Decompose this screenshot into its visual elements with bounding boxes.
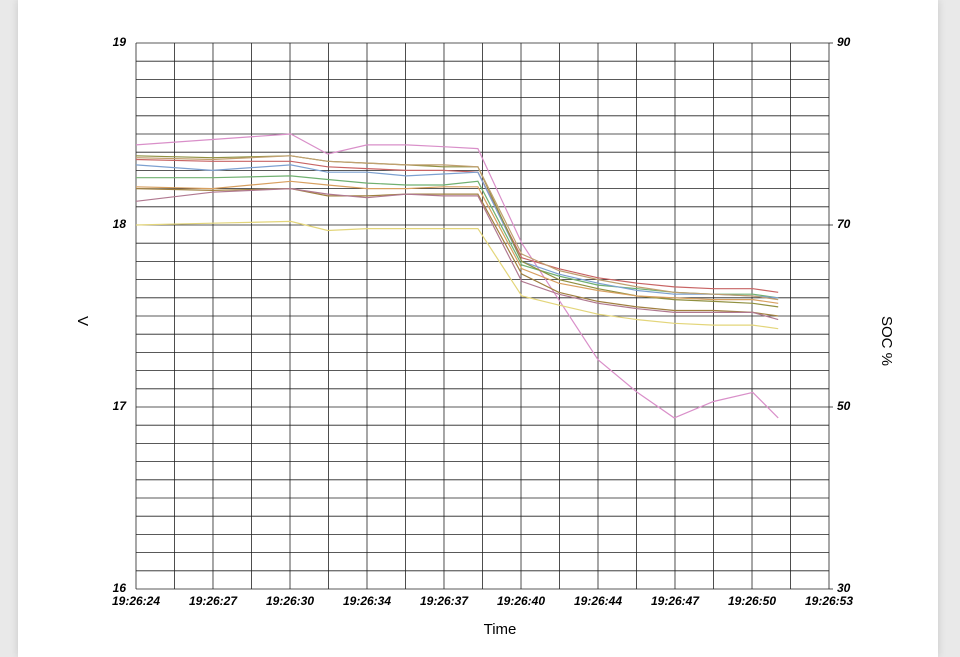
x-tick-label: 19:26:40 — [497, 594, 545, 608]
y-tick-label: 19 — [113, 35, 127, 49]
x-tick-label: 19:26:50 — [728, 594, 776, 608]
x-tick-label: 19:26:34 — [343, 594, 391, 608]
series-line — [135, 155, 779, 308]
y-tick-label: 16 — [113, 581, 127, 595]
x-tick-label: 19:26:37 — [420, 594, 469, 608]
series-line — [135, 180, 779, 304]
series-line — [135, 187, 779, 317]
series-line — [135, 220, 779, 330]
series-line — [135, 164, 779, 299]
y2-tick-label: 90 — [837, 35, 851, 49]
series-line — [135, 158, 779, 293]
series-line — [135, 155, 779, 301]
y-tick-label: 18 — [113, 217, 127, 231]
y2-tick-label: 50 — [837, 399, 851, 413]
series-line — [135, 187, 779, 321]
y2-tick-label: 70 — [837, 217, 851, 231]
x-tick-label: 19:26:47 — [651, 594, 700, 608]
x-tick-label: 19:26:44 — [574, 594, 622, 608]
x-tick-label: 19:26:30 — [266, 594, 314, 608]
y2-tick-label: 30 — [837, 581, 851, 595]
y-axis-title: V — [74, 316, 91, 326]
x-axis-title: Time — [484, 621, 517, 638]
y2-axis-title: SOC % — [878, 316, 895, 366]
y-tick-label: 17 — [113, 399, 128, 413]
card — [18, 0, 938, 657]
series-line — [135, 133, 779, 419]
x-tick-label: 19:26:24 — [112, 594, 160, 608]
x-tick-label: 19:26:53 — [805, 594, 853, 608]
x-tick-label: 19:26:27 — [189, 594, 238, 608]
